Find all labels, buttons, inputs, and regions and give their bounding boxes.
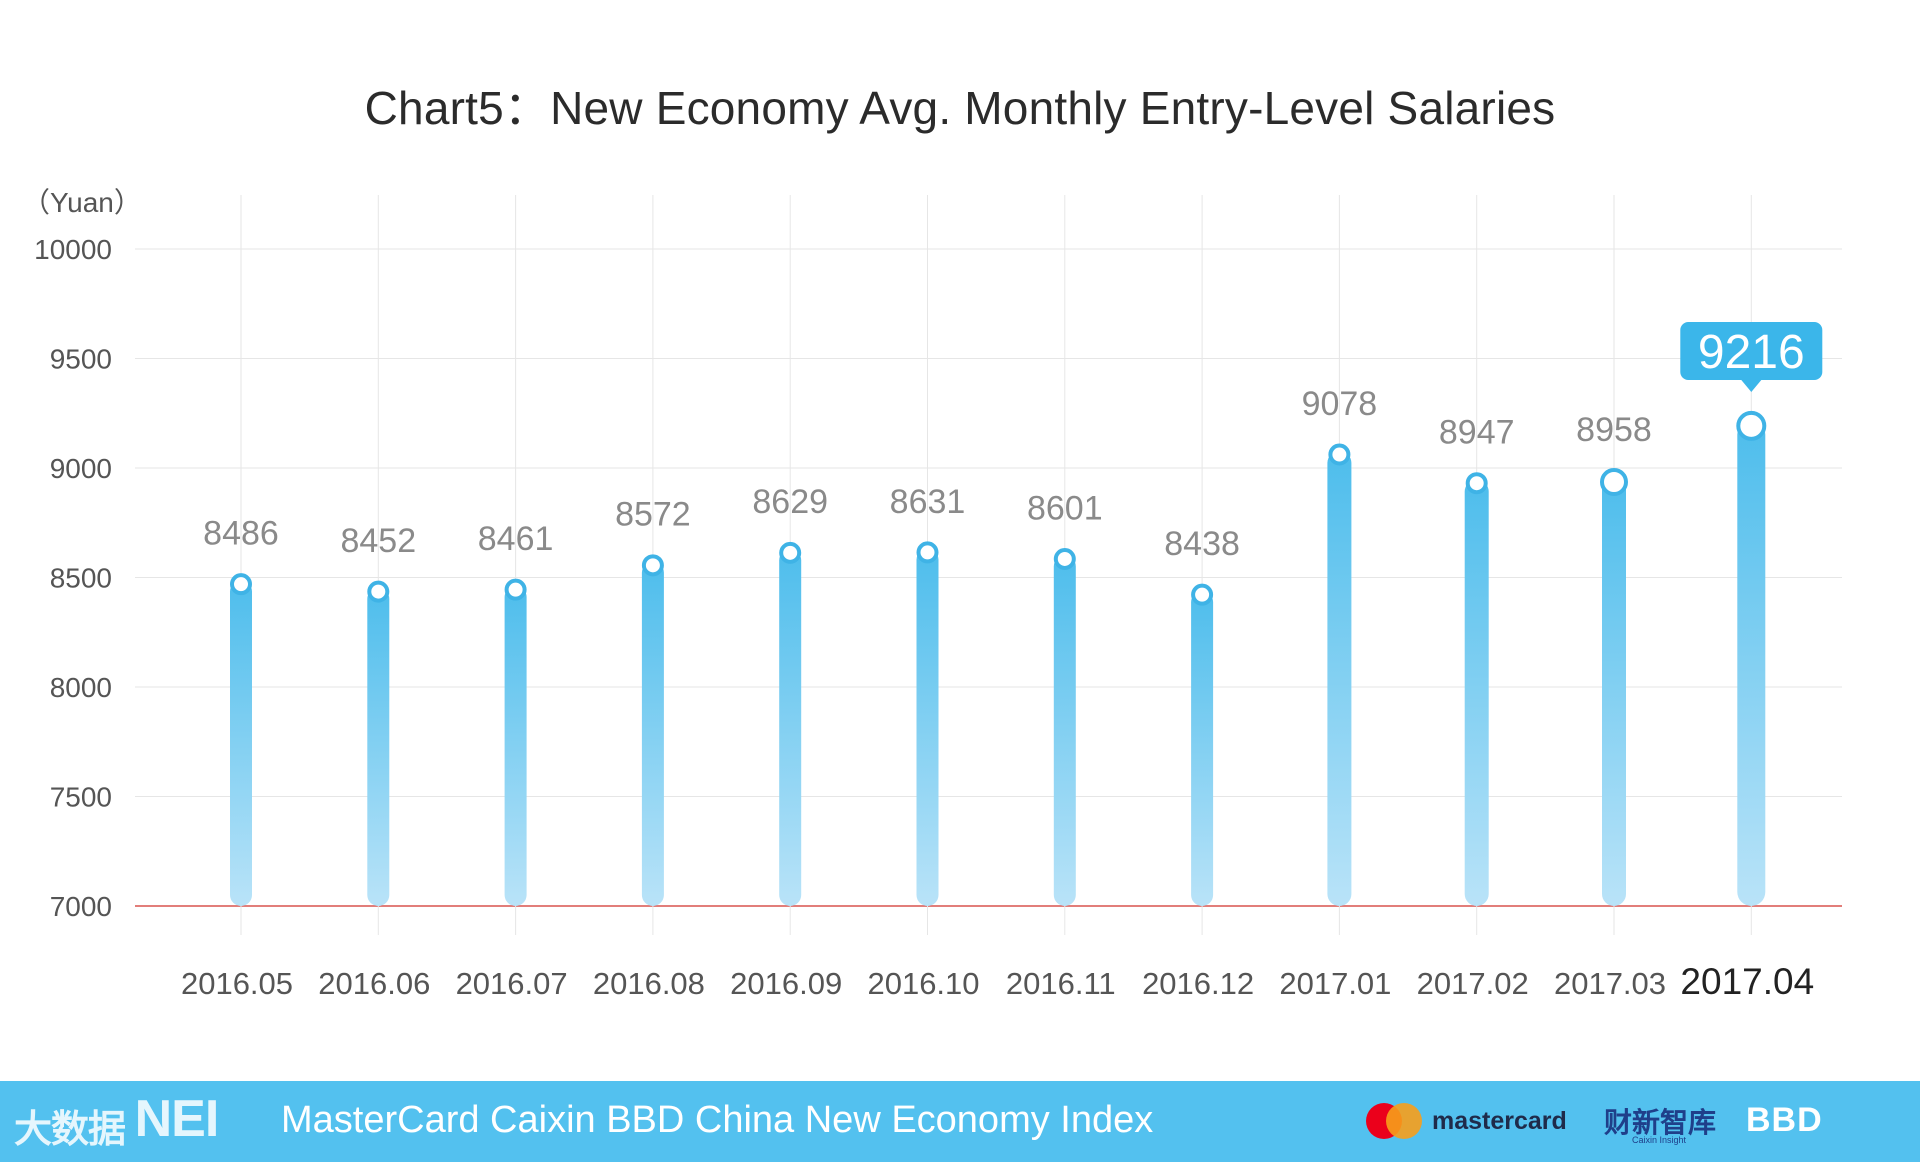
- x-tick-label-2016.08: 2016.08: [593, 966, 705, 1001]
- point-marker-2016.06: [367, 580, 390, 603]
- bar-2016.05: [230, 580, 252, 906]
- point-marker-2016.07: [504, 578, 527, 601]
- data-label-2016.09: 8629: [752, 483, 828, 521]
- bar-2016.09: [779, 549, 802, 906]
- x-tick-label-2016.07: 2016.07: [456, 966, 568, 1001]
- bbd-logo: BBD: [1746, 1101, 1823, 1139]
- highlight-value-label: 9216: [1698, 326, 1805, 379]
- data-label-2016.12: 8438: [1164, 525, 1240, 563]
- nei-logo: NEI: [134, 1090, 220, 1148]
- x-tick-label-2016.05: 2016.05: [181, 966, 293, 1001]
- x-tick-label-2016.10: 2016.10: [867, 966, 979, 1001]
- x-tick-label-2016.12: 2016.12: [1142, 966, 1254, 1001]
- data-label-2016.05: 8486: [203, 515, 279, 553]
- data-label-2016.10: 8631: [890, 483, 966, 521]
- data-label-2016.07: 8461: [478, 520, 554, 558]
- point-marker-2016.11: [1053, 547, 1076, 570]
- bar-2016.07: [504, 586, 527, 906]
- x-tick-label-2016.11: 2016.11: [1006, 966, 1116, 1001]
- y-tick-label: 7000: [50, 891, 112, 922]
- data-label-2017.03: 8958: [1576, 411, 1652, 449]
- bar-2016.11: [1053, 555, 1076, 906]
- data-label-2017.01: 9078: [1302, 385, 1378, 423]
- data-label-2016.08: 8572: [615, 496, 691, 534]
- highlight-callout-box: [1680, 322, 1823, 380]
- bar-2017.01: [1327, 450, 1352, 906]
- bar-2016.12: [1191, 591, 1214, 906]
- bar-2016.06: [367, 588, 390, 906]
- point-marker-2016.09: [779, 541, 802, 564]
- x-tick-label-2017.01: 2017.01: [1279, 966, 1391, 1001]
- point-marker-2016.12: [1191, 583, 1214, 606]
- x-tick-label-2017.02: 2017.02: [1417, 966, 1529, 1001]
- y-tick-label: 8000: [50, 672, 112, 703]
- point-marker-2017.03: [1600, 467, 1628, 496]
- point-marker-2017.01: [1328, 443, 1351, 466]
- point-marker-2017.02: [1465, 472, 1488, 495]
- y-tick-label: 9000: [50, 453, 112, 484]
- data-label-2016.06: 8452: [340, 522, 416, 560]
- data-label-2016.11: 8601: [1027, 489, 1103, 527]
- y-tick-label: 8500: [50, 563, 112, 594]
- footer-banner: 大数据 NEI MasterCard Caixin BBD China New …: [0, 1081, 1920, 1162]
- x-tick-label-2016.06: 2016.06: [318, 966, 430, 1001]
- bar-2016.10: [916, 548, 939, 906]
- brand-prefix: 大数据: [14, 1109, 126, 1151]
- point-marker-2016.05: [230, 573, 252, 596]
- chart-plot: 7000 7500 8000 8500 9000 9500 10000 8486 2016.05…: [22, 187, 1842, 1002]
- y-tick-label: 10000: [34, 234, 112, 265]
- brand-logo: 大数据 NEI: [14, 1090, 219, 1155]
- x-tick-label-2016.09: 2016.09: [730, 966, 842, 1001]
- point-marker-2017.04: [1736, 410, 1767, 441]
- index-name: MasterCard Caixin BBD China New Economy …: [281, 1099, 1154, 1141]
- point-marker-2016.08: [641, 554, 664, 577]
- caixin-logo-sub: Caixin Insight: [1632, 1135, 1687, 1145]
- highlight-callout-pointer: [1741, 380, 1762, 392]
- x-tick-label-2017.04: 2017.04: [1680, 961, 1814, 1002]
- bar-2017.02: [1464, 479, 1489, 906]
- x-tick-label-2017.03: 2017.03: [1554, 966, 1666, 1001]
- bar-2017.03: [1602, 477, 1626, 906]
- bar-2017.04: [1737, 420, 1766, 906]
- y-tick-label: 7500: [50, 782, 112, 813]
- mastercard-logo-icon: [1366, 1103, 1422, 1139]
- mastercard-logo-text: mastercard: [1432, 1107, 1567, 1135]
- bar-2016.08: [641, 561, 664, 906]
- caixin-logo: 财新智库: [1604, 1107, 1717, 1138]
- point-marker-2016.10: [916, 541, 939, 564]
- data-label-2017.02: 8947: [1439, 414, 1515, 452]
- chart-title: Chart5：New Economy Avg. Monthly Entry-Le…: [364, 82, 1556, 134]
- y-tick-label: 9500: [50, 344, 112, 375]
- y-axis-unit: （Yuan）: [22, 187, 142, 218]
